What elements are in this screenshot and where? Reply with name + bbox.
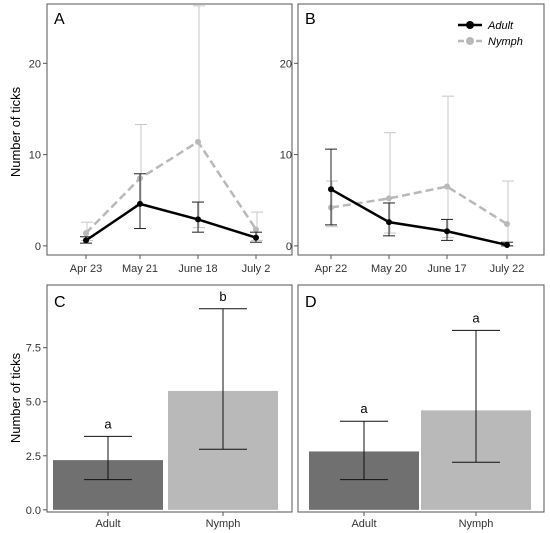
panel-b-x-tick-label: July 22 xyxy=(490,263,525,275)
panel-a-nymph-line xyxy=(85,140,258,234)
legend-adult-label: Adult xyxy=(487,20,514,32)
panel-b-nymph-point xyxy=(386,195,392,202)
legend-nymph-label: Nymph xyxy=(488,36,523,48)
panel-c-bar-adult-significance: a xyxy=(104,416,112,431)
panel-b-y-tick-label: 10 xyxy=(280,150,292,162)
panel-b-frame xyxy=(297,3,545,256)
y-axis-title-bottom: Number of ticks xyxy=(8,352,23,443)
panel-a-adult-point xyxy=(195,216,201,223)
panel-c-y-tick-label: 5.0 xyxy=(26,397,41,409)
panel-a-frame xyxy=(46,3,293,256)
panel-b-x-tick-label: Apr 22 xyxy=(315,263,347,275)
panel-a-x-tick-label: July 2 xyxy=(242,263,271,275)
legend: Adult Nymph xyxy=(458,20,523,48)
panel-a-y-tick-label: 20 xyxy=(29,58,41,70)
panel-a-y-tick-label: 10 xyxy=(29,150,41,162)
panel-a-nymph-point xyxy=(195,138,201,145)
panel-d-bar-nymph-significance: a xyxy=(472,310,480,325)
y-axis-title-top: Number of ticks xyxy=(8,86,23,177)
panel-b-nymph-point xyxy=(444,183,450,190)
panel-b-nymph-point xyxy=(504,220,510,227)
panel-b-x-tick-label: May 20 xyxy=(371,263,407,275)
panel-b-adult-point xyxy=(444,228,450,235)
panel-b-y-tick-label: 20 xyxy=(280,58,292,70)
panel-b-adult-point xyxy=(504,241,510,248)
panel-c-frame xyxy=(46,284,293,513)
legend-adult-marker xyxy=(466,21,474,29)
panel-a-adult-point xyxy=(137,200,143,207)
legend-nymph-marker xyxy=(466,37,474,45)
panel-a-adult-point xyxy=(253,234,259,241)
panel-b-nymph-line xyxy=(330,185,508,226)
panel-b-y-tick-label: 0 xyxy=(286,241,292,253)
panel-a-x-tick-label: Apr 23 xyxy=(70,263,102,275)
panel-a-label: A xyxy=(54,11,65,28)
panel-a-nymph-point xyxy=(253,226,259,233)
panel-b-adult-point xyxy=(328,186,334,193)
panel-d-x-tick-label: Adult xyxy=(351,518,376,530)
panel-b-adult-point xyxy=(386,219,392,226)
panel-c-x-tick-label: Nymph xyxy=(206,518,241,530)
panel-a-adult-line xyxy=(85,202,257,242)
panel-a-x-tick-label: May 21 xyxy=(122,263,158,275)
panel-c-x-tick-label: Adult xyxy=(95,518,120,530)
panel-c-y-tick-label: 0.0 xyxy=(26,505,41,517)
panel-d-x-tick-label: Nymph xyxy=(459,518,494,530)
panel-b-label: B xyxy=(305,11,316,28)
panel-a-y-tick-label: 0 xyxy=(35,241,41,253)
panel-c-bar-nymph-significance: b xyxy=(219,289,226,304)
panel-d-frame xyxy=(297,284,545,513)
panel-a-x-tick-label: June 18 xyxy=(178,263,217,275)
panel-a-adult-point xyxy=(83,237,89,244)
panel-b-adult-line xyxy=(330,188,508,247)
panel-d-label: D xyxy=(305,294,317,311)
panel-c-label: C xyxy=(54,294,66,311)
panel-c-y-tick-label: 7.5 xyxy=(26,343,41,355)
panel-b-x-tick-label: June 17 xyxy=(427,263,466,275)
panel-d-bar-adult-significance: a xyxy=(360,401,368,416)
panel-a-nymph-point xyxy=(83,230,89,237)
panel-c-y-tick-label: 2.5 xyxy=(26,451,41,463)
